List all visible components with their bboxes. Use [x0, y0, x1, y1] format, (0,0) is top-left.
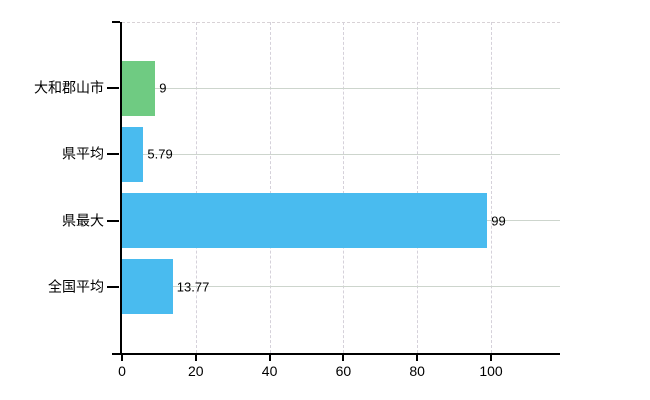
value-label: 5.79	[147, 146, 173, 162]
y-axis-top-tick	[112, 21, 120, 23]
category-label: 県平均	[62, 145, 104, 162]
v-gridline	[269, 22, 271, 353]
h-gridline	[122, 286, 560, 288]
x-axis-tick	[490, 355, 492, 361]
plot-area: 9 5.79 99 13.77	[122, 22, 560, 353]
x-axis-tick	[121, 355, 123, 361]
x-axis-tick	[194, 355, 197, 361]
x-tick-label: 80	[409, 363, 425, 379]
x-tick-label: 60	[335, 363, 352, 379]
x-tick-label: 0	[118, 363, 126, 379]
v-gridline	[491, 22, 492, 353]
bar-1	[122, 126, 144, 182]
v-gridline	[343, 22, 345, 353]
v-gridline	[417, 22, 419, 353]
x-tick-label: 100	[479, 363, 503, 379]
v-gridline	[195, 22, 197, 353]
x-axis-tick	[268, 355, 271, 361]
plot-top-border	[122, 22, 560, 23]
category-label: 県最大	[62, 212, 104, 229]
value-label: 99	[491, 213, 506, 229]
bar-3	[122, 259, 173, 315]
y-axis-tick	[107, 153, 119, 156]
y-axis-tick	[107, 87, 119, 90]
bar-2	[122, 193, 488, 249]
y-axis-tick	[107, 285, 119, 288]
x-axis-line	[112, 353, 560, 355]
category-label: 大和郡山市	[34, 79, 104, 96]
value-label: 13.77	[176, 279, 210, 295]
x-tick-label: 20	[188, 363, 204, 379]
h-gridline	[122, 87, 560, 89]
y-axis-tick	[107, 219, 119, 222]
x-axis-tick	[342, 355, 345, 361]
h-gridline	[122, 153, 560, 155]
x-tick-label: 40	[261, 363, 278, 379]
value-label: 9	[159, 80, 167, 96]
bar-0	[122, 60, 156, 116]
y-axis-line	[120, 22, 122, 354]
x-axis-tick	[416, 355, 419, 361]
category-label: 全国平均	[48, 278, 104, 295]
